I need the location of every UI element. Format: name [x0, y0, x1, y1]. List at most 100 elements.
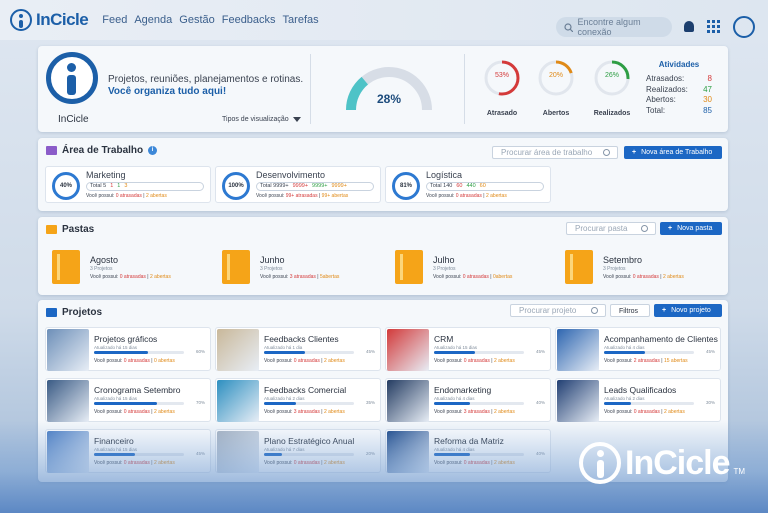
project-card[interactable]: Feedbacks Comercial Atualizado há 2 dias 3… [215, 378, 381, 422]
gauge-value: 28% [376, 92, 402, 106]
project-progress-fill [264, 351, 305, 354]
project-progress-fill [94, 402, 157, 405]
project-progress-value: 45% [366, 349, 376, 354]
logo[interactable]: InCicle [10, 9, 89, 31]
project-thumbnail [387, 380, 429, 422]
global-search-input[interactable]: Encontre algum conexão [556, 17, 672, 37]
project-card[interactable]: Feedbacks Clientes Atualizado há 1 dia 45%… [215, 327, 381, 371]
project-progress-fill [434, 453, 470, 456]
folder-count: 3 Projetos [433, 266, 456, 272]
project-pending: Você possui: 0 atrasadas | 2 abertas [434, 358, 515, 364]
project-updated: Atualizado há 15 dias [94, 447, 138, 452]
workspace-card[interactable]: 100% Desenvolvimento Total 9999+ 9999+ 999… [215, 166, 381, 203]
project-card[interactable]: Financeiro Atualizado há 15 dias 45% Você p… [45, 429, 211, 473]
project-card[interactable]: Cronograma Setembro Atualizado há 15 dias… [45, 378, 211, 422]
donut-pct: 53% [494, 72, 509, 79]
project-name: Projetos gráficos [94, 334, 158, 344]
folders-section: Pastas Procurar pasta + Nova pasta Agosto… [38, 217, 728, 295]
project-name: Acompanhamento de Clientes [604, 334, 718, 344]
info-icon[interactable]: i [148, 146, 158, 155]
project-progress-fill [94, 453, 135, 456]
project-pending: Você possui: 0 atrasadas | 2 abertas [94, 460, 175, 466]
folder-pending: Você possui: 0 atrasadas | 0abertas [433, 274, 513, 280]
menu-gestao[interactable]: Gestão [179, 14, 215, 26]
new-project-button[interactable]: + Novo projeto [654, 304, 722, 317]
folder-item[interactable]: Agosto 3 Projetos Você possui: 0 atrasadas… [38, 247, 198, 287]
project-card[interactable]: Endomarketing Atualizado há 4 dias 40% Você… [385, 378, 551, 422]
folder-item[interactable]: Junho 3 Projetos Você possui: 3 atrasadas … [208, 247, 368, 287]
project-progress-value: 45% [196, 451, 206, 456]
project-progress-bar [264, 402, 354, 405]
project-updated: Atualizado há 1 dia [264, 345, 303, 350]
workspace-name: Marketing [86, 170, 126, 180]
folder-item[interactable]: Setembro 3 Projetos Você possui: 0 atrasad… [551, 247, 711, 287]
watermark-text: InCicle [625, 443, 730, 482]
project-thumbnail [387, 431, 429, 473]
folder-pending: Você possui: 0 atrasadas | 2 abertas [603, 274, 684, 280]
folder-item[interactable]: Julho 3 Projetos Você possui: 0 atrasadas … [381, 247, 541, 287]
project-pending: Você possui: 3 atrasadas | 2 abertas [434, 409, 515, 415]
new-folder-button[interactable]: + Nova pasta [660, 222, 722, 235]
donut-fill [538, 60, 574, 96]
workspace-icon [46, 146, 57, 155]
search-icon [564, 22, 573, 32]
folder-search-input[interactable]: Procurar pasta [566, 222, 656, 235]
project-card[interactable]: Leads Qualificados Atualizado há 2 dias 30… [555, 378, 721, 422]
project-progress-bar [604, 402, 694, 405]
workspace-card[interactable]: 81% Logística Total 140 60 440 60 Você poss… [385, 166, 551, 203]
visualization-dropdown[interactable]: Tipos de visualização [222, 116, 301, 123]
project-progress-fill [264, 402, 296, 405]
project-progress-fill [434, 402, 470, 405]
project-progress-fill [264, 453, 282, 456]
menu-tarefas[interactable]: Tarefas [282, 14, 319, 26]
filters-button[interactable]: Filtros [610, 304, 650, 317]
apps-grid-icon[interactable] [707, 20, 720, 33]
project-name: Feedbacks Clientes [264, 334, 339, 344]
project-progress-bar [604, 351, 694, 354]
folder-icon [395, 250, 423, 284]
hero-brand: InCicle [58, 114, 89, 125]
project-progress-bar [94, 351, 184, 354]
workspace-section: Área de Trabalho i Procurar área de trab… [38, 138, 728, 211]
project-search-input[interactable]: Procurar projeto [510, 304, 606, 317]
menu-agenda[interactable]: Agenda [134, 14, 173, 26]
donut-pct: 20% [548, 72, 563, 79]
project-updated: Atualizado há 15 dias [94, 345, 138, 350]
project-card[interactable]: Projetos gráficos Atualizado há 15 dias 60… [45, 327, 211, 371]
project-name: Reforma da Matriz [434, 436, 504, 446]
project-progress-fill [604, 351, 645, 354]
top-nav: InCicle Feed Agenda Gestão Feedbacks Tar… [0, 0, 768, 40]
workspace-search-input[interactable]: Procurar área de trabalho [492, 146, 618, 159]
project-pending: Você possui: 0 atrasadas | 2 abertas [604, 409, 685, 415]
visualization-label: Tipos de visualização [222, 116, 289, 123]
incicle-watermark: InCicle TM [579, 442, 745, 484]
donut-pct: 26% [604, 72, 619, 79]
project-progress-bar [264, 351, 354, 354]
notification-bell-icon[interactable] [684, 21, 694, 32]
workspace-stats: Total 140 60 440 60 [426, 182, 544, 191]
project-progress-fill [94, 351, 148, 354]
project-progress-bar [264, 453, 354, 456]
menu-feed[interactable]: Feed [102, 14, 128, 26]
folder-name: Julho [433, 255, 455, 265]
folder-name: Agosto [90, 255, 119, 265]
project-card[interactable]: Reforma da Matriz Atualizado há 4 dias 40%… [385, 429, 551, 473]
project-pending: Você possui: 0 atrasadas | 2 abertas [264, 358, 345, 364]
project-progress-bar [94, 402, 184, 405]
overall-progress-gauge: 28% [343, 64, 435, 114]
donut-realizados: 26% [592, 58, 632, 98]
user-avatar[interactable] [733, 16, 755, 38]
project-card[interactable]: Plano Estratégico Anual Atualizado há 7 d… [215, 429, 381, 473]
project-pending: Você possui: 0 atrasadas | 0 abertas [94, 358, 175, 364]
project-card[interactable]: Acompanhamento de Clientes Atualizado há … [555, 327, 721, 371]
menu-feedbacks[interactable]: Feedbacks [221, 14, 276, 26]
project-name: Endomarketing [434, 385, 492, 395]
project-card[interactable]: CRM Atualizado há 15 dias 45% Você possui: … [385, 327, 551, 371]
workspace-pending: Você possui: 0 atrasadas | 2 abertas [426, 193, 507, 199]
new-workspace-button[interactable]: + Nova área de Trabalho [624, 146, 722, 159]
donut-abertos: 20% [536, 58, 576, 98]
project-thumbnail [557, 380, 599, 422]
watermark-tm: TM [733, 467, 746, 476]
